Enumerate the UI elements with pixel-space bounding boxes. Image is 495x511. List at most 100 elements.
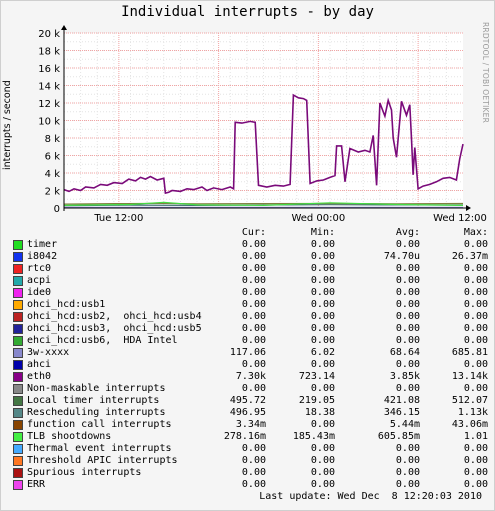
legend-value-min: 0.00 bbox=[310, 467, 335, 478]
legend-value-min: 185.43m bbox=[292, 431, 335, 442]
legend-value-cur: 0.00 bbox=[241, 263, 266, 274]
legend-row: Local timer interrupts 495.72 219.05 421.08… bbox=[10, 395, 490, 407]
legend-value-avg: 0.00 bbox=[395, 299, 420, 310]
legend-row: Threshold APIC interrupts 0.00 0.00 0.00 0.0… bbox=[10, 455, 490, 467]
header-min: Min: bbox=[310, 227, 335, 238]
legend-value-cur: 3.34m bbox=[235, 419, 266, 430]
legend-value-avg: 0.00 bbox=[395, 275, 420, 286]
legend-value-min: 0.00 bbox=[310, 263, 335, 274]
legend-value-min: 723.14 bbox=[298, 371, 335, 382]
legend-swatch bbox=[13, 480, 23, 490]
header-cur: Cur: bbox=[241, 227, 266, 238]
legend-swatch bbox=[13, 348, 23, 358]
legend-value-cur: 0.00 bbox=[241, 287, 266, 298]
legend-value-max: 0.00 bbox=[463, 467, 488, 478]
legend-value-max: 0.00 bbox=[463, 287, 488, 298]
legend-row: rtc0 0.00 0.00 0.00 0.00 bbox=[10, 263, 490, 275]
legend-value-cur: 278.16m bbox=[223, 431, 266, 442]
header-max: Max: bbox=[463, 227, 488, 238]
legend-value-max: 0.00 bbox=[463, 383, 488, 394]
legend-value-cur: 0.00 bbox=[241, 299, 266, 310]
legend-value-avg: 68.64 bbox=[389, 347, 420, 358]
legend-swatch bbox=[13, 252, 23, 262]
legend-series-name: Spurious interrupts bbox=[27, 467, 142, 478]
legend-row: TLB shootdowns 278.16m 185.43m 605.85m 1.01 bbox=[10, 431, 490, 443]
legend-value-cur: 0.00 bbox=[241, 383, 266, 394]
y-tick-label: 20 k bbox=[38, 29, 60, 40]
legend-swatch bbox=[13, 444, 23, 454]
legend-row: Rescheduling interrupts 496.95 18.38 346.15… bbox=[10, 407, 490, 419]
legend-swatch bbox=[13, 324, 23, 334]
axes bbox=[61, 25, 471, 211]
legend-value-cur: 0.00 bbox=[241, 359, 266, 370]
legend-value-cur: 117.06 bbox=[229, 347, 266, 358]
legend-value-max: 0.00 bbox=[463, 311, 488, 322]
legend-value-avg: 0.00 bbox=[395, 479, 420, 490]
legend-series-name: ohci_hcd:usb1 bbox=[27, 299, 106, 310]
legend-row: 3w-xxxx 117.06 6.02 68.64 685.81 bbox=[10, 347, 490, 359]
legend-value-cur: 0.00 bbox=[241, 467, 266, 478]
x-tick-label: Tue 12:00 bbox=[93, 213, 143, 224]
legend-row: ohci_hcd:usb3, ohci_hcd:usb5 0.00 0.00 0.00… bbox=[10, 323, 490, 335]
legend-swatch bbox=[13, 384, 23, 394]
legend-value-min: 0.00 bbox=[310, 455, 335, 466]
legend-value-min: 0.00 bbox=[310, 479, 335, 490]
legend-value-avg: 0.00 bbox=[395, 263, 420, 274]
legend-value-min: 219.05 bbox=[298, 395, 335, 406]
y-axis-arrow bbox=[61, 25, 67, 30]
rrdtool-watermark: RRDTOOL / TOBI OETIKER bbox=[481, 22, 490, 123]
legend-value-max: 0.00 bbox=[463, 359, 488, 370]
legend-series-name: Local timer interrupts bbox=[27, 395, 160, 406]
legend-value-max: 26.37m bbox=[451, 251, 488, 262]
legend-value-min: 0.00 bbox=[310, 239, 335, 250]
y-tick-label: 18 k bbox=[38, 47, 60, 58]
legend-swatch bbox=[13, 432, 23, 442]
legend-swatch bbox=[13, 264, 23, 274]
legend-series-name: Non-maskable interrupts bbox=[27, 383, 166, 394]
legend-value-max: 0.00 bbox=[463, 263, 488, 274]
legend-swatch bbox=[13, 300, 23, 310]
legend-value-min: 0.00 bbox=[310, 419, 335, 430]
legend-row: acpi 0.00 0.00 0.00 0.00 bbox=[10, 275, 490, 287]
legend-series-name: ohci_hcd:usb2, ohci_hcd:usb4 bbox=[27, 311, 202, 322]
legend-value-avg: 0.00 bbox=[395, 455, 420, 466]
legend-value-min: 18.38 bbox=[304, 407, 335, 418]
legend-series-name: Rescheduling interrupts bbox=[27, 407, 166, 418]
legend-value-max: 0.00 bbox=[463, 335, 488, 346]
legend-swatch bbox=[13, 396, 23, 406]
y-tick-label: 0 bbox=[54, 204, 60, 215]
legend-value-min: 0.00 bbox=[310, 335, 335, 346]
legend-row: Non-maskable interrupts 0.00 0.00 0.00 0.00 bbox=[10, 383, 490, 395]
legend-series-name: ehci_hcd:usb6, HDA Intel bbox=[27, 335, 178, 346]
legend-value-avg: 0.00 bbox=[395, 383, 420, 394]
legend-value-max: 0.00 bbox=[463, 299, 488, 310]
legend-value-min: 0.00 bbox=[310, 323, 335, 334]
legend-series-name: rtc0 bbox=[27, 263, 52, 274]
legend-value-cur: 495.72 bbox=[229, 395, 266, 406]
legend-value-avg: 3.85k bbox=[389, 371, 420, 382]
legend-value-min: 0.00 bbox=[310, 383, 335, 394]
legend-row: eth0 7.30k 723.14 3.85k 13.14k bbox=[10, 371, 490, 383]
legend-value-max: 0.00 bbox=[463, 275, 488, 286]
legend-value-max: 685.81 bbox=[451, 347, 488, 358]
legend-value-max: 0.00 bbox=[463, 239, 488, 250]
legend-series-name: i8042 bbox=[27, 251, 58, 262]
y-tick-label: 6 k bbox=[45, 152, 61, 163]
legend-value-max: 0.00 bbox=[463, 479, 488, 490]
legend-value-avg: 74.70u bbox=[383, 251, 420, 262]
legend-value-avg: 5.44m bbox=[389, 419, 420, 430]
series-line-eth0 bbox=[63, 93, 464, 195]
legend-value-min: 6.02 bbox=[310, 347, 335, 358]
legend-row: Spurious interrupts 0.00 0.00 0.00 0.00 bbox=[10, 467, 490, 479]
legend-row: ide0 0.00 0.00 0.00 0.00 bbox=[10, 287, 490, 299]
legend-value-max: 1.13k bbox=[457, 407, 488, 418]
legend-value-min: 0.00 bbox=[310, 443, 335, 454]
legend-swatch bbox=[13, 276, 23, 286]
last-update: Last update: Wed Dec 8 12:20:03 2010 bbox=[259, 491, 482, 502]
legend-value-cur: 0.00 bbox=[241, 275, 266, 286]
legend-value-max: 43.06m bbox=[451, 419, 488, 430]
legend-value-avg: 0.00 bbox=[395, 359, 420, 370]
legend-swatch bbox=[13, 312, 23, 322]
legend-value-min: 0.00 bbox=[310, 275, 335, 286]
x-tick-labels: Tue 12:00 Wed 00:00 Wed 12:00 bbox=[93, 213, 487, 224]
